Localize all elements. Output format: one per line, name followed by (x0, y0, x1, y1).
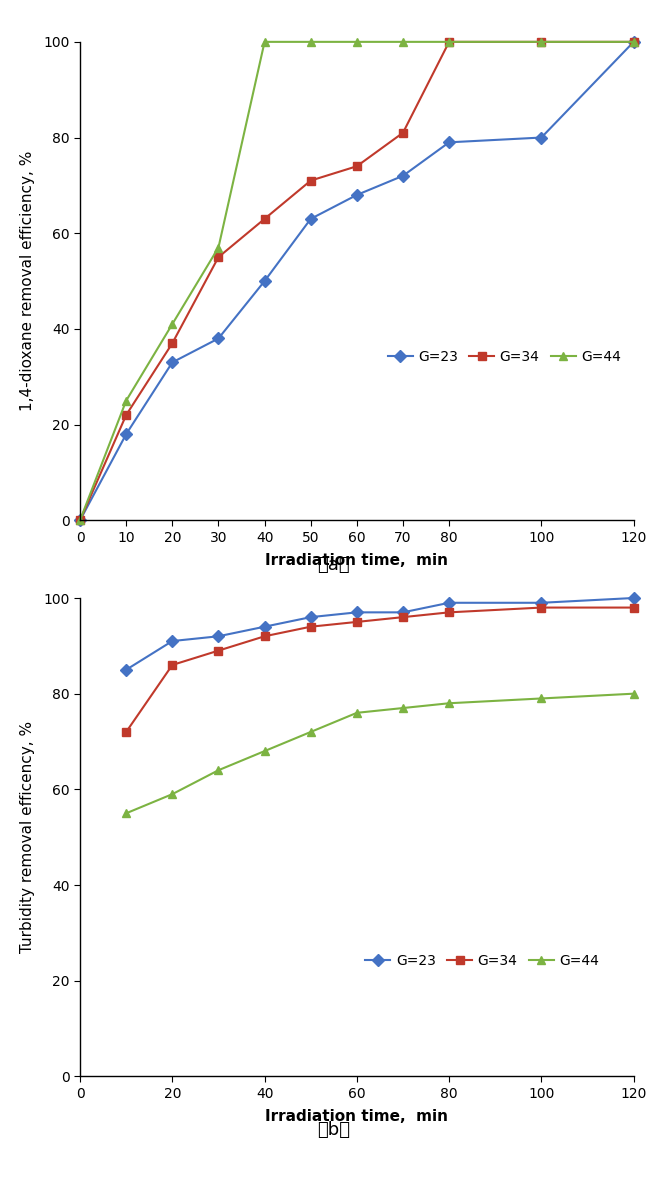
G=23 (122, 427, 130, 441)
G=23 (353, 605, 361, 620)
G=44 (168, 317, 176, 331)
G=44 (353, 35, 361, 49)
G=23 (76, 513, 84, 527)
G=44 (307, 35, 315, 49)
G=34 (261, 629, 269, 643)
Y-axis label: Turbidity removal efficency, %: Turbidity removal efficency, % (20, 721, 35, 953)
G=23 (538, 130, 546, 145)
G=23 (261, 274, 269, 288)
G=34 (122, 725, 130, 739)
G=23 (399, 605, 407, 620)
G=34 (168, 336, 176, 350)
Line: G=44: G=44 (122, 690, 638, 817)
G=23 (445, 596, 453, 610)
Legend: G=23, G=34, G=44: G=23, G=34, G=44 (360, 948, 604, 974)
Legend: G=23, G=34, G=44: G=23, G=34, G=44 (382, 344, 627, 370)
G=23 (214, 629, 222, 643)
G=23 (353, 188, 361, 202)
X-axis label: Irradiation time,  min: Irradiation time, min (265, 553, 448, 568)
G=44 (261, 35, 269, 49)
G=34 (445, 605, 453, 620)
X-axis label: Irradiation time,  min: Irradiation time, min (265, 1109, 448, 1124)
Line: G=44: G=44 (76, 38, 638, 524)
G=34 (122, 408, 130, 422)
G=34 (538, 35, 546, 49)
G=44 (445, 696, 453, 710)
Line: G=23: G=23 (122, 594, 638, 673)
G=44 (445, 35, 453, 49)
G=34 (353, 615, 361, 629)
G=23 (307, 212, 315, 226)
G=23 (630, 35, 638, 49)
G=44 (538, 691, 546, 706)
G=44 (630, 35, 638, 49)
Text: （b）: （b） (317, 1121, 350, 1140)
G=44 (122, 806, 130, 820)
G=34 (353, 159, 361, 173)
G=44 (214, 240, 222, 255)
G=34 (445, 35, 453, 49)
G=23 (538, 596, 546, 610)
G=23 (168, 634, 176, 648)
G=44 (122, 393, 130, 408)
G=44 (538, 35, 546, 49)
G=44 (630, 687, 638, 701)
Y-axis label: 1,4-dioxane removal efficiency, %: 1,4-dioxane removal efficiency, % (20, 151, 35, 411)
G=23 (445, 135, 453, 150)
G=23 (261, 620, 269, 634)
G=44 (168, 787, 176, 801)
G=44 (214, 763, 222, 777)
G=34 (399, 610, 407, 624)
G=23 (307, 610, 315, 624)
G=34 (76, 513, 84, 527)
Line: G=34: G=34 (76, 38, 638, 524)
G=44 (261, 744, 269, 758)
Line: G=23: G=23 (76, 38, 638, 524)
G=23 (122, 663, 130, 677)
G=34 (630, 600, 638, 615)
G=34 (399, 126, 407, 140)
Text: （a）: （a） (317, 555, 350, 574)
G=44 (307, 725, 315, 739)
G=44 (353, 706, 361, 720)
G=23 (168, 355, 176, 370)
G=23 (214, 331, 222, 346)
G=34 (214, 250, 222, 264)
G=23 (399, 169, 407, 183)
G=34 (630, 35, 638, 49)
G=34 (168, 658, 176, 672)
G=34 (214, 643, 222, 658)
G=44 (76, 513, 84, 527)
G=34 (538, 600, 546, 615)
Line: G=34: G=34 (122, 604, 638, 736)
G=44 (399, 701, 407, 715)
G=23 (630, 591, 638, 605)
G=34 (307, 620, 315, 634)
G=44 (399, 35, 407, 49)
G=34 (307, 173, 315, 188)
G=34 (261, 212, 269, 226)
